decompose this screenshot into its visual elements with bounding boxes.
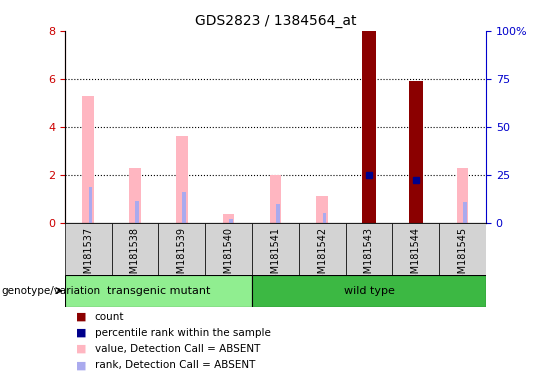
Text: GSM181542: GSM181542 bbox=[317, 227, 327, 286]
Bar bbox=[205, 223, 252, 275]
Bar bbox=[65, 223, 112, 275]
Bar bbox=[316, 196, 328, 223]
Text: rank, Detection Call = ABSENT: rank, Detection Call = ABSENT bbox=[94, 360, 255, 370]
Bar bbox=[409, 81, 423, 223]
Bar bbox=[65, 275, 252, 307]
Text: GSM181545: GSM181545 bbox=[457, 227, 468, 286]
Text: ■: ■ bbox=[76, 328, 86, 338]
Bar bbox=[82, 96, 94, 223]
Text: GSM181537: GSM181537 bbox=[83, 227, 93, 286]
Bar bbox=[112, 223, 158, 275]
Text: GSM181539: GSM181539 bbox=[177, 227, 187, 286]
Bar bbox=[346, 223, 393, 275]
Text: GSM181544: GSM181544 bbox=[411, 227, 421, 286]
Title: GDS2823 / 1384564_at: GDS2823 / 1384564_at bbox=[194, 14, 356, 28]
Bar bbox=[176, 136, 188, 223]
Bar bbox=[362, 31, 376, 223]
Text: GSM181543: GSM181543 bbox=[364, 227, 374, 286]
Text: value, Detection Call = ABSENT: value, Detection Call = ABSENT bbox=[94, 344, 260, 354]
Text: genotype/variation: genotype/variation bbox=[1, 286, 100, 296]
Bar bbox=[463, 202, 467, 223]
Bar bbox=[276, 204, 280, 223]
Text: ■: ■ bbox=[76, 312, 86, 322]
Bar bbox=[129, 167, 141, 223]
Text: count: count bbox=[94, 312, 124, 322]
Text: GSM181538: GSM181538 bbox=[130, 227, 140, 286]
Text: wild type: wild type bbox=[343, 286, 394, 296]
Bar bbox=[393, 223, 439, 275]
Bar bbox=[457, 167, 468, 223]
Bar bbox=[183, 192, 186, 223]
Bar bbox=[299, 223, 346, 275]
Bar bbox=[158, 223, 205, 275]
Text: GSM181541: GSM181541 bbox=[271, 227, 280, 286]
Text: ■: ■ bbox=[76, 344, 86, 354]
Bar bbox=[269, 175, 281, 223]
Bar bbox=[229, 219, 233, 223]
Bar bbox=[252, 223, 299, 275]
Bar bbox=[323, 213, 326, 223]
Bar bbox=[439, 223, 486, 275]
Bar bbox=[222, 214, 234, 223]
Bar bbox=[136, 201, 139, 223]
Text: percentile rank within the sample: percentile rank within the sample bbox=[94, 328, 271, 338]
Text: transgenic mutant: transgenic mutant bbox=[107, 286, 210, 296]
Bar bbox=[252, 275, 486, 307]
Text: ■: ■ bbox=[76, 360, 86, 370]
Text: GSM181540: GSM181540 bbox=[224, 227, 234, 286]
Bar bbox=[89, 187, 92, 223]
